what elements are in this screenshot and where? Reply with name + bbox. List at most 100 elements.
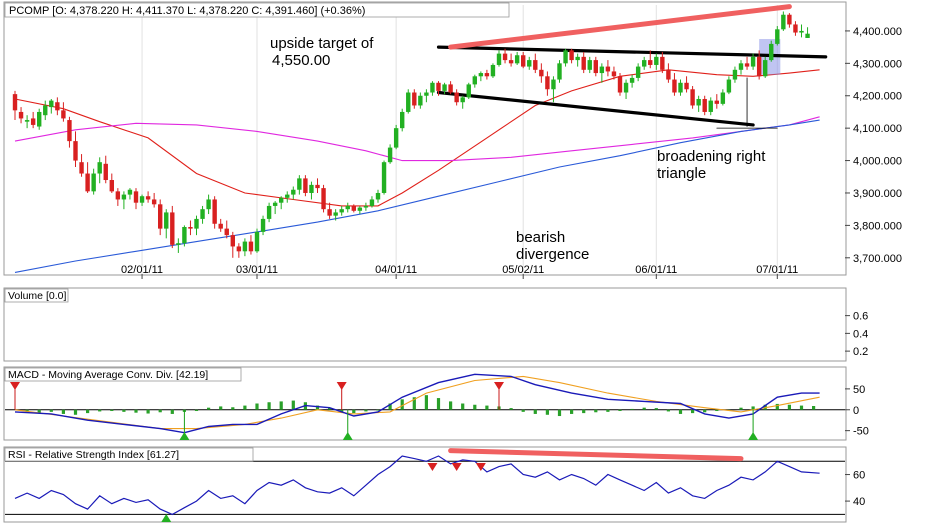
macd-histogram-bar (582, 409, 586, 414)
macd-sell-marker (494, 382, 504, 390)
candle-body (79, 162, 84, 174)
candle-body (121, 194, 127, 200)
candle-body (684, 82, 689, 90)
candle-body (502, 53, 508, 61)
rsi-buy-marker (161, 514, 172, 522)
price-y-axis: 3,700.000 3,800.000 3,900.000 4,000.000 4,10… (845, 26, 902, 265)
macd-histogram-bar (715, 409, 719, 412)
price-annotations-overlay (436, 4, 828, 129)
candle-body (750, 56, 756, 67)
candle-body (557, 63, 562, 80)
macd-histogram-bar (291, 400, 295, 410)
macd-histogram-bar (376, 409, 380, 411)
candle-body (381, 162, 387, 193)
candle-body (805, 33, 810, 38)
candle-body (623, 82, 629, 93)
candle-body (212, 199, 217, 224)
macd-y-axis: 50 0 -50 (845, 384, 869, 438)
macd-histogram-bar (255, 403, 259, 410)
candle-body (351, 205, 356, 211)
candle-body (297, 178, 302, 190)
moving-averages (14, 69, 820, 273)
price-y-tick-label: 3,900.000 (853, 188, 902, 200)
candle-body (490, 64, 496, 77)
candle-body (109, 180, 114, 192)
macd-histogram-bar (654, 408, 658, 410)
candle-body (696, 98, 701, 106)
candle-body (569, 50, 574, 61)
candle-body (508, 60, 514, 64)
candle-body (527, 60, 532, 67)
candle-body (375, 192, 381, 200)
candle-body (660, 56, 665, 70)
candle-body (272, 202, 278, 206)
macd-histogram-bar (533, 409, 537, 414)
candle-body (73, 141, 78, 161)
price-y-tick-label: 3,700.000 (853, 253, 902, 265)
rsi-title-box (4, 447, 254, 462)
candle-body (309, 184, 314, 193)
candle-body (726, 79, 732, 93)
candle-body (521, 55, 526, 67)
macd-histogram-bar (630, 408, 634, 410)
candle-body (738, 63, 744, 70)
macd-histogram-bar (812, 406, 816, 410)
macd-histogram-bar (73, 409, 78, 415)
macd-title: MACD - Moving Average Conv. Div. [42.19] (8, 369, 208, 381)
candle-body (151, 199, 157, 205)
rsi-line (14, 455, 820, 516)
candle-body (406, 92, 411, 112)
macd-histogram-bar (122, 409, 126, 412)
date-tick-label: 07/01/11 (756, 264, 798, 276)
moving-average-line (14, 119, 820, 273)
moving-average-line (14, 69, 820, 207)
candle-body (533, 60, 538, 70)
macd-histogram-bar (194, 409, 199, 412)
candle-body (254, 231, 260, 252)
date-tick-label: 06/01/11 (635, 264, 677, 276)
macd-histogram-bar (86, 409, 90, 414)
price-y-tick-label: 4,000.000 (853, 156, 902, 168)
candle-body (654, 56, 659, 65)
volume-y-axis: 0.6 0.4 0.2 (845, 311, 868, 358)
macd-histogram-bar (364, 409, 368, 412)
candle-body (224, 228, 229, 236)
rsi-y-axis: 60 40 (845, 470, 865, 508)
rsi-title: RSI - Relative Strength Index [61.27] (8, 449, 179, 461)
macd-sell-marker (336, 382, 347, 390)
candle-body (43, 105, 48, 116)
date-tick-label: 05/02/11 (502, 264, 544, 276)
macd-histogram-bar (207, 407, 211, 410)
macd-histogram-bar (787, 404, 791, 410)
rsi-sell-marker (427, 463, 438, 471)
candle-body (799, 30, 804, 33)
price-title-box (4, 2, 510, 18)
candle-body (200, 209, 205, 219)
candle-body (605, 66, 611, 72)
volume-panel-frame (3, 287, 847, 362)
candle-body (55, 102, 60, 111)
candle-body (363, 205, 369, 208)
candle-body (539, 69, 544, 77)
candle-body (775, 29, 780, 44)
macd-histogram-bar (703, 409, 707, 413)
macd-histogram-bar (243, 405, 247, 410)
candle-body (194, 218, 199, 229)
macd-histogram-bar (424, 395, 428, 410)
macd-histogram-bar (739, 407, 743, 410)
macd-histogram-bar (146, 409, 150, 414)
candle-body (744, 63, 750, 67)
macd-histogram-bar (49, 409, 53, 412)
macd-histogram-bar (134, 409, 138, 413)
triangle-trend-line (436, 45, 828, 59)
candle-body (412, 92, 417, 106)
candle-body (635, 66, 641, 78)
candle-body (617, 76, 623, 93)
macd-histogram-bar (388, 403, 392, 410)
candle-body (551, 79, 556, 90)
candle-body (642, 60, 647, 67)
price-title: PCOMP [O: 4,378.220 H: 4,411.370 L: 4,37… (9, 5, 365, 17)
macd-histogram-bar (158, 409, 162, 413)
macd-histogram-bar (485, 405, 489, 410)
